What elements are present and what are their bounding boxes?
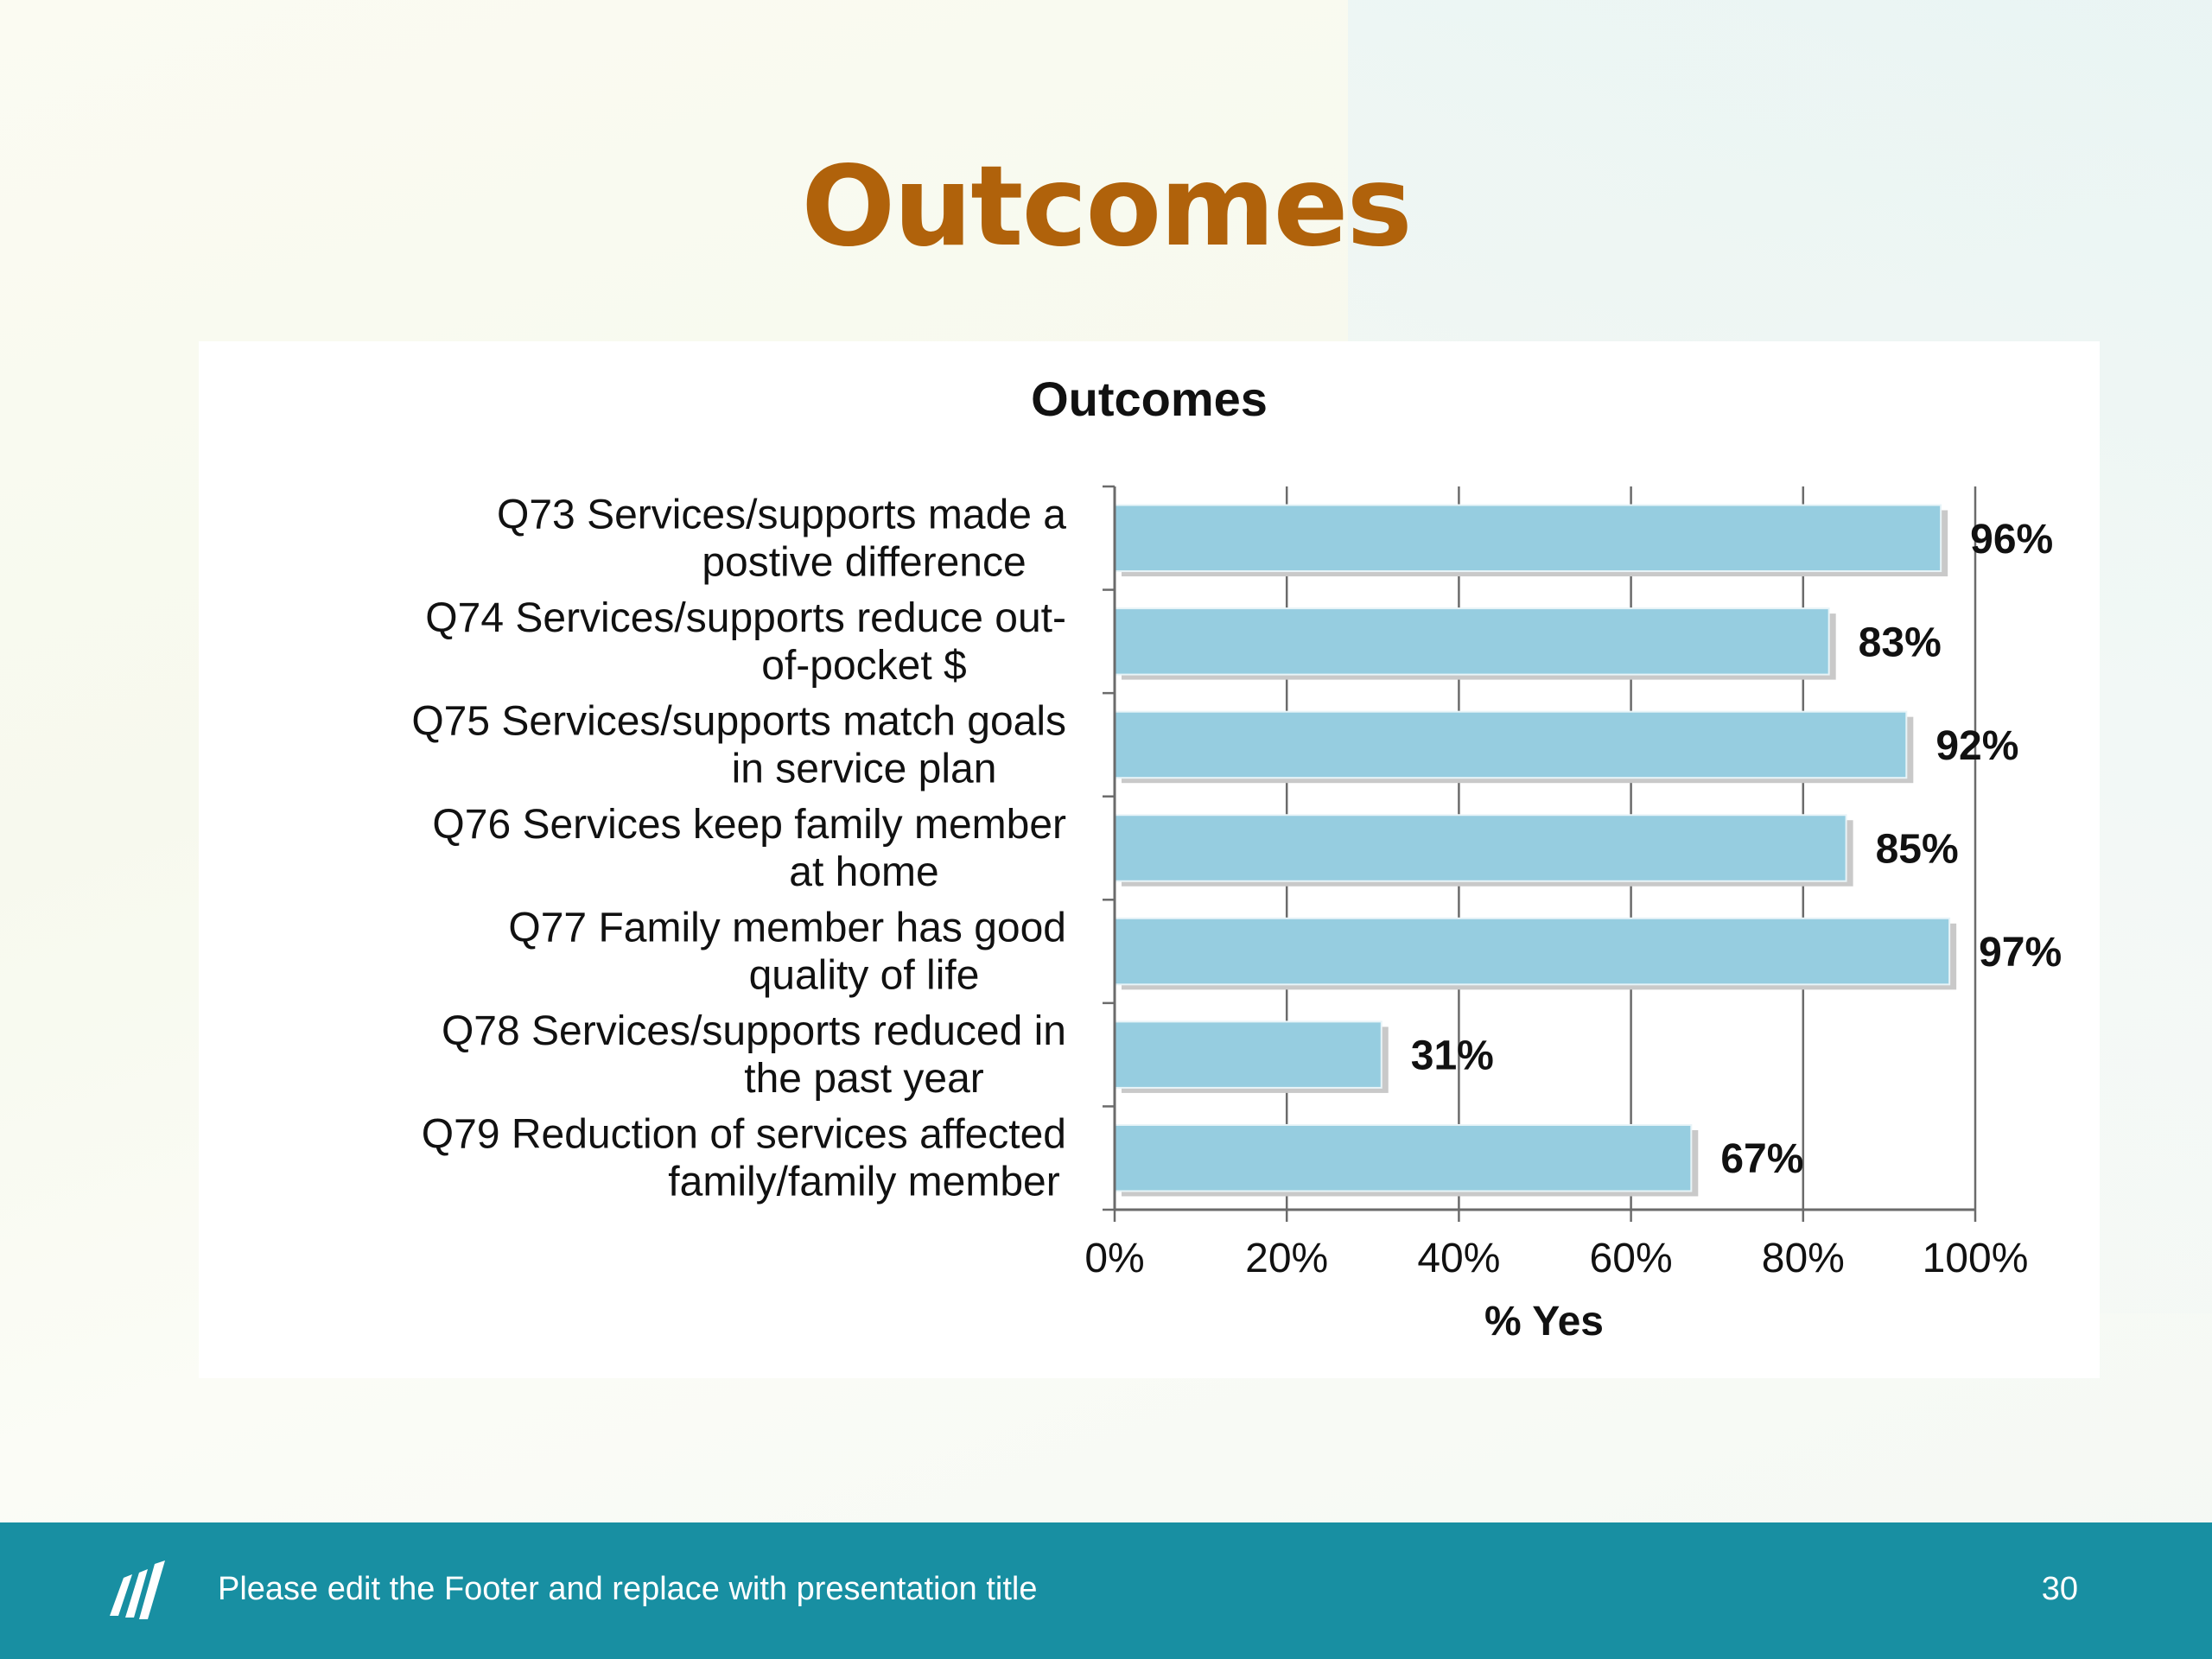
category-label: Q74 Services/supports reduce out- — [425, 595, 1066, 641]
bar — [1114, 710, 1908, 779]
x-tick-label: 0% — [1084, 1236, 1144, 1281]
chart-panel: 0% 20% 40% 60% 80% 100% 96% Q73 Services/suppor… — [199, 341, 2100, 1378]
category-label: Q77 Family member has good — [508, 906, 1066, 951]
footer-bar: Please edit the Footer and replace with … — [0, 1522, 2212, 1659]
data-label: 96% — [1970, 517, 2053, 563]
x-tick-label: 20% — [1245, 1236, 1328, 1281]
axes — [1103, 485, 1977, 1222]
category-label: Q79 Reduction of services affected — [422, 1112, 1066, 1158]
x-tick-label: 40% — [1417, 1236, 1500, 1281]
x-tick-label: 60% — [1590, 1236, 1673, 1281]
data-label: 85% — [1876, 827, 1959, 873]
bar — [1114, 1020, 1382, 1089]
bar — [1114, 607, 1830, 676]
x-tick-label: 80% — [1762, 1236, 1845, 1281]
category-label: Q73 Services/supports made a — [497, 492, 1066, 537]
category-label: the past year — [744, 1056, 984, 1102]
stripes-logo-icon — [110, 1560, 165, 1619]
data-label: 92% — [1936, 723, 2018, 769]
chart-title: Outcomes — [1031, 372, 1268, 426]
bar — [1114, 814, 1847, 882]
page-number: 30 — [2041, 1571, 2078, 1607]
category-label: in service plan — [732, 746, 997, 791]
bars — [1114, 504, 1957, 1197]
labels: 0% 20% 40% 60% 80% 100% 96% Q73 Services/suppor… — [411, 492, 2062, 1281]
bar — [1114, 504, 1942, 573]
category-label: postive difference — [702, 539, 1026, 585]
category-label: Q76 Services keep family member — [432, 802, 1066, 848]
bar — [1114, 1123, 1693, 1192]
category-label: at home — [789, 849, 938, 895]
bar — [1114, 917, 1951, 986]
x-axis-title: % Yes — [1484, 1299, 1604, 1344]
footer-text: Please edit the Footer and replace with … — [218, 1571, 1038, 1607]
data-label: 31% — [1411, 1033, 1494, 1079]
slide-title: Outcomes — [801, 143, 1412, 271]
data-label: 83% — [1859, 620, 1942, 665]
x-tick-label: 100% — [1923, 1236, 2029, 1281]
category-label: quality of life — [749, 953, 980, 999]
data-label: 67% — [1720, 1136, 1803, 1182]
category-label: Q75 Services/supports match goals — [411, 698, 1066, 744]
outcomes-bar-chart: 0% 20% 40% 60% 80% 100% 96% Q73 Services/suppor… — [411, 372, 2062, 1344]
category-label: of-pocket $ — [761, 643, 966, 689]
category-label: Q78 Services/supports reduced in — [442, 1008, 1066, 1054]
category-label: family/family member — [668, 1160, 1059, 1205]
data-label: 97% — [1979, 930, 2062, 976]
